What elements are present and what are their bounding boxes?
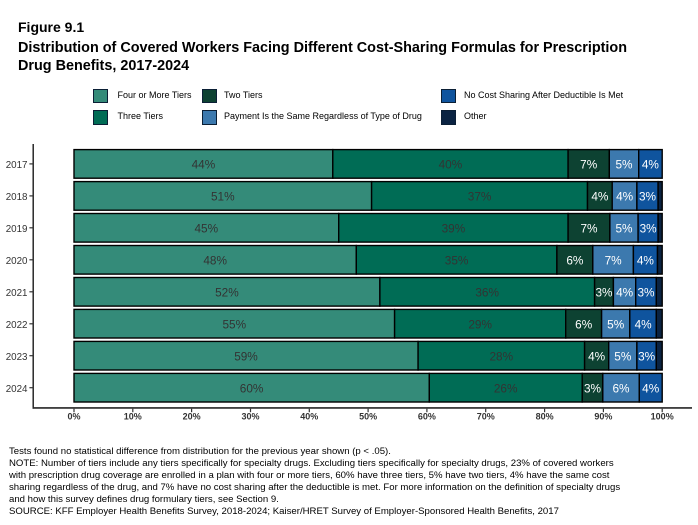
- svg-text:5%: 5%: [615, 158, 633, 172]
- svg-text:51%: 51%: [211, 190, 235, 204]
- svg-text:6%: 6%: [575, 318, 593, 332]
- svg-text:30%: 30%: [241, 412, 259, 422]
- svg-text:5%: 5%: [614, 350, 632, 364]
- svg-text:55%: 55%: [222, 318, 246, 332]
- svg-text:60%: 60%: [240, 382, 264, 396]
- svg-text:2022: 2022: [6, 320, 28, 331]
- svg-text:60%: 60%: [418, 412, 436, 422]
- svg-text:2023: 2023: [6, 352, 28, 363]
- svg-text:3%: 3%: [640, 222, 658, 236]
- svg-text:2021: 2021: [6, 288, 28, 299]
- svg-text:7%: 7%: [580, 158, 598, 172]
- svg-text:48%: 48%: [203, 254, 227, 268]
- svg-text:3%: 3%: [638, 350, 656, 364]
- svg-text:2020: 2020: [6, 256, 28, 267]
- svg-text:37%: 37%: [468, 190, 492, 204]
- svg-text:26%: 26%: [494, 382, 518, 396]
- svg-text:5%: 5%: [607, 318, 625, 332]
- svg-text:6%: 6%: [566, 254, 584, 268]
- svg-text:4%: 4%: [637, 254, 655, 268]
- svg-text:2024: 2024: [6, 384, 28, 395]
- svg-text:4%: 4%: [616, 286, 634, 300]
- svg-text:3%: 3%: [639, 190, 657, 204]
- svg-text:6%: 6%: [612, 382, 630, 396]
- svg-text:4%: 4%: [588, 350, 606, 364]
- svg-text:4%: 4%: [591, 190, 609, 204]
- svg-text:40%: 40%: [300, 412, 318, 422]
- svg-text:90%: 90%: [594, 412, 612, 422]
- svg-text:70%: 70%: [477, 412, 495, 422]
- svg-text:3%: 3%: [637, 286, 655, 300]
- svg-text:45%: 45%: [194, 222, 218, 236]
- svg-text:3%: 3%: [584, 382, 602, 396]
- svg-text:0%: 0%: [67, 412, 80, 422]
- svg-text:10%: 10%: [124, 412, 142, 422]
- svg-text:29%: 29%: [468, 318, 492, 332]
- svg-text:2019: 2019: [6, 224, 28, 235]
- svg-text:80%: 80%: [536, 412, 554, 422]
- svg-text:5%: 5%: [615, 222, 633, 236]
- svg-text:2017: 2017: [6, 160, 28, 171]
- svg-text:7%: 7%: [580, 222, 598, 236]
- svg-text:59%: 59%: [234, 350, 258, 364]
- svg-text:7%: 7%: [605, 254, 623, 268]
- svg-text:44%: 44%: [192, 158, 216, 172]
- svg-text:4%: 4%: [642, 158, 660, 172]
- svg-text:100%: 100%: [651, 412, 674, 422]
- svg-text:4%: 4%: [635, 318, 653, 332]
- svg-text:40%: 40%: [439, 158, 463, 172]
- svg-text:20%: 20%: [183, 412, 201, 422]
- svg-text:4%: 4%: [642, 382, 660, 396]
- svg-text:39%: 39%: [442, 222, 466, 236]
- svg-text:4%: 4%: [616, 190, 634, 204]
- svg-text:28%: 28%: [489, 350, 513, 364]
- svg-text:3%: 3%: [595, 286, 613, 300]
- svg-text:2018: 2018: [6, 192, 28, 203]
- svg-text:35%: 35%: [445, 254, 469, 268]
- svg-text:50%: 50%: [359, 412, 377, 422]
- svg-text:52%: 52%: [215, 286, 239, 300]
- svg-text:36%: 36%: [475, 286, 499, 300]
